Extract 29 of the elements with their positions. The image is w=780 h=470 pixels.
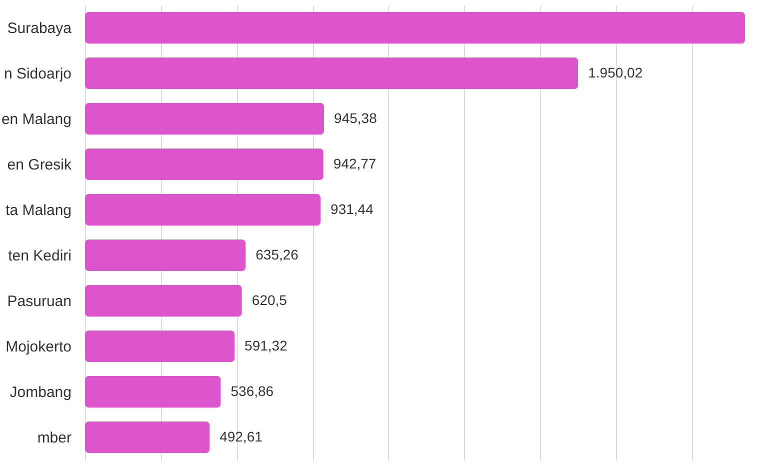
bar bbox=[85, 12, 745, 44]
data-label: 635,26 bbox=[256, 246, 299, 262]
data-label: 931,44 bbox=[330, 200, 374, 217]
bar bbox=[85, 57, 578, 90]
y-tick-label: en Malang bbox=[1, 110, 72, 128]
data-label: 942,77 bbox=[333, 155, 376, 172]
y-tick-label: Jombang bbox=[10, 384, 72, 401]
y-tick-label: Pasuruan bbox=[7, 292, 72, 310]
bar bbox=[85, 330, 235, 362]
y-tick-label: ta Malang bbox=[6, 202, 72, 219]
data-label: 1.950,02 bbox=[588, 64, 643, 80]
data-label: 945,38 bbox=[334, 110, 378, 126]
bar bbox=[85, 239, 246, 272]
data-label: 536,86 bbox=[230, 382, 274, 399]
y-tick-label: en Gresik bbox=[7, 156, 72, 174]
bar bbox=[85, 284, 242, 317]
bar bbox=[85, 194, 321, 226]
y-tick-label: n Sidoarjo bbox=[4, 65, 72, 82]
bar bbox=[85, 102, 324, 135]
data-label: 591,32 bbox=[244, 337, 288, 354]
bar bbox=[85, 376, 221, 408]
y-tick-label: ten Kediri bbox=[8, 247, 72, 264]
bar bbox=[85, 148, 324, 180]
y-tick-label: mber bbox=[37, 429, 72, 446]
data-label: 492,61 bbox=[220, 428, 263, 444]
data-label: 620,5 bbox=[252, 292, 288, 308]
y-tick-label: Mojokerto bbox=[6, 338, 72, 356]
y-tick-label: Surabaya bbox=[7, 20, 72, 37]
bar bbox=[85, 421, 210, 454]
